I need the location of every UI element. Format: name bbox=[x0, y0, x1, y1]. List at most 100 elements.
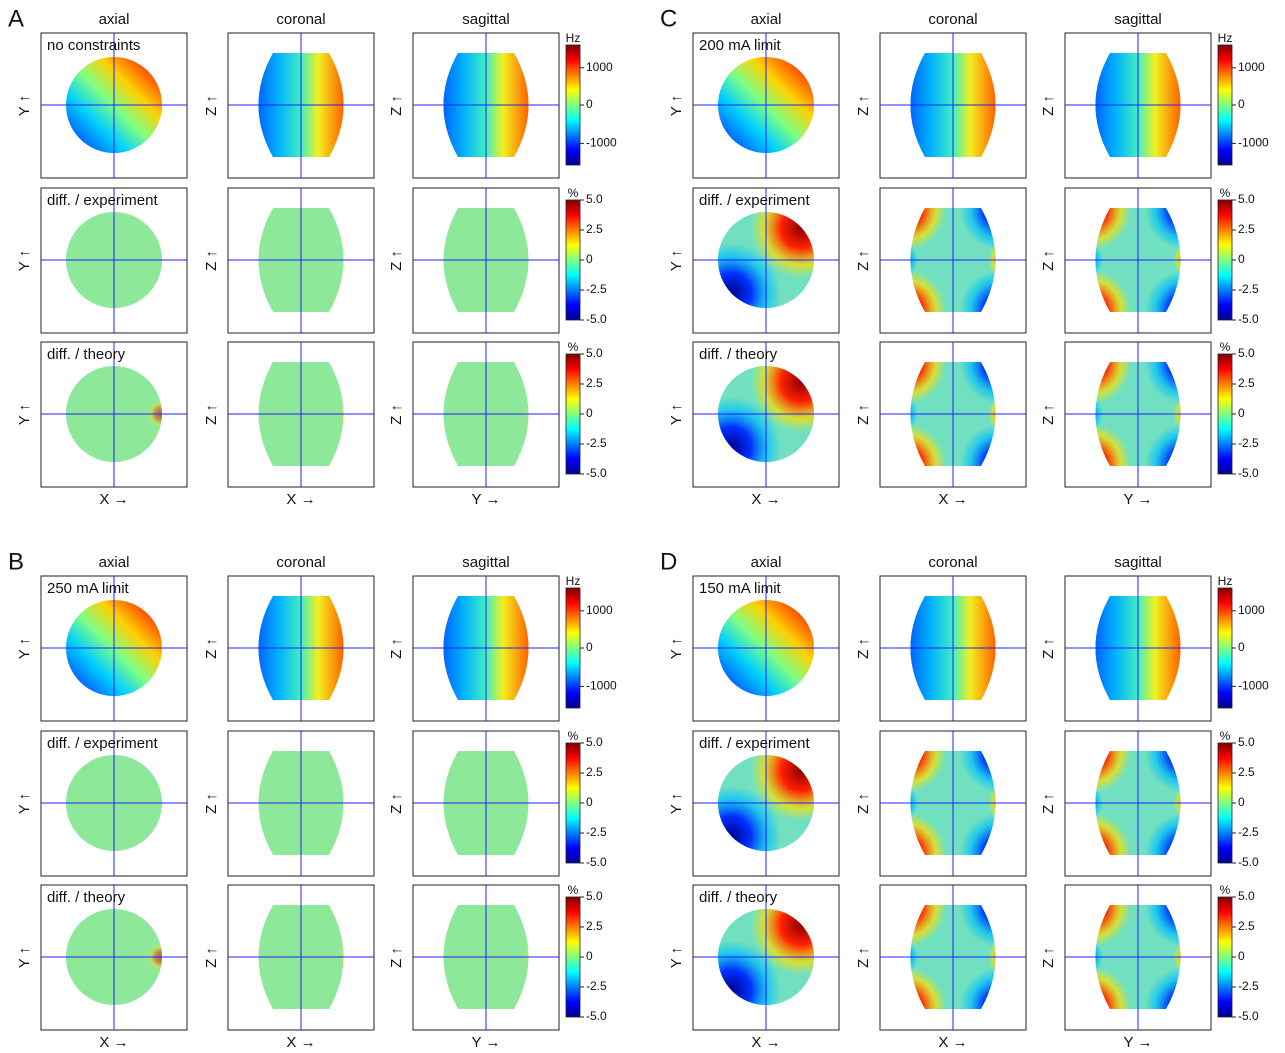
colorbar bbox=[566, 354, 580, 474]
colorbar-tick-label: 2.5 bbox=[1238, 222, 1255, 236]
image-panel: 250 mA limit bbox=[41, 576, 187, 721]
colorbar bbox=[1218, 743, 1232, 863]
y-axis-label: Z ↑ bbox=[855, 404, 872, 425]
colorbar-tick-label: -5.0 bbox=[1238, 855, 1259, 869]
colorbar-tick-label: 0 bbox=[1238, 406, 1245, 420]
colorbar-tick-label: -2.5 bbox=[1238, 979, 1259, 993]
colorbar-tick-label: 5.0 bbox=[1238, 735, 1255, 749]
y-axis-label: Z ↑ bbox=[388, 404, 405, 425]
colorbar-tick-label: 0 bbox=[586, 97, 593, 111]
y-axis-label: Z ↑ bbox=[1040, 404, 1057, 425]
image-panel bbox=[866, 713, 1040, 893]
y-axis-label: Z ↑ bbox=[203, 793, 220, 814]
y-axis-label: Z ↑ bbox=[855, 947, 872, 968]
colorbar-tick-label: -2.5 bbox=[586, 979, 607, 993]
image-label: no constraints bbox=[47, 37, 140, 54]
x-axis-label: Y → bbox=[472, 1034, 501, 1051]
panel-letter: D bbox=[660, 548, 677, 575]
image-panel bbox=[1065, 576, 1211, 721]
image-panel bbox=[228, 33, 374, 178]
image-panel: diff. / theory bbox=[41, 885, 187, 1030]
image-panel: 200 mA limit bbox=[693, 33, 839, 178]
colorbar bbox=[566, 743, 580, 863]
panel: BaxialX →coronalX →sagittalY →Y ↑250 mA … bbox=[8, 548, 617, 1051]
y-axis-label: Y ↑ bbox=[668, 250, 685, 271]
colorbar-tick-label: 2.5 bbox=[1238, 919, 1255, 933]
colorbar-tick-label: -1000 bbox=[586, 136, 617, 150]
image-panel bbox=[413, 731, 559, 876]
colorbar bbox=[566, 45, 580, 165]
image-label: diff. / experiment bbox=[699, 192, 810, 209]
y-axis-label: Z ↑ bbox=[1040, 793, 1057, 814]
colorbar-tick-label: 0 bbox=[586, 795, 593, 809]
y-axis-label: Y ↑ bbox=[668, 793, 685, 814]
y-axis-label: Y ↑ bbox=[16, 404, 33, 425]
column-header: sagittal bbox=[462, 11, 510, 28]
colorbar-tick-label: 1000 bbox=[586, 603, 613, 617]
column-header: axial bbox=[99, 554, 130, 571]
column-header: coronal bbox=[928, 11, 977, 28]
column-header: coronal bbox=[276, 554, 325, 571]
x-axis-label: X → bbox=[938, 1034, 967, 1051]
colorbar-tick-label: -5.0 bbox=[1238, 466, 1259, 480]
colorbar-tick-label: 0 bbox=[1238, 949, 1245, 963]
y-axis-label: Y ↑ bbox=[668, 947, 685, 968]
y-axis-label: Z ↑ bbox=[1040, 250, 1057, 271]
colorbar-tick-label: -5.0 bbox=[586, 312, 607, 326]
colorbar-tick-label: 5.0 bbox=[1238, 889, 1255, 903]
column-header: coronal bbox=[928, 554, 977, 571]
image-panel: diff. / theory bbox=[41, 342, 187, 487]
colorbar-tick-label: 5.0 bbox=[586, 192, 603, 206]
image-panel bbox=[1065, 33, 1211, 178]
colorbar-unit: % bbox=[1220, 186, 1231, 200]
image-panel bbox=[413, 576, 559, 721]
x-axis-label: X → bbox=[751, 491, 780, 508]
image-panel bbox=[228, 731, 374, 876]
image-panel: diff. / theory bbox=[681, 875, 851, 1040]
colorbar-tick-label: 5.0 bbox=[586, 346, 603, 360]
colorbar-tick-label: 0 bbox=[1238, 640, 1245, 654]
colorbar bbox=[1218, 354, 1232, 474]
y-axis-label: Z ↑ bbox=[388, 95, 405, 116]
colorbar-tick-label: 1000 bbox=[586, 60, 613, 74]
colorbar-tick-label: 2.5 bbox=[586, 376, 603, 390]
image-label: diff. / theory bbox=[47, 346, 126, 363]
colorbar-tick-label: 0 bbox=[586, 252, 593, 266]
colorbar-tick-label: -5.0 bbox=[586, 1009, 607, 1023]
colorbar-tick-label: -2.5 bbox=[586, 825, 607, 839]
image-panel bbox=[866, 867, 1040, 1047]
colorbar-unit: Hz bbox=[1218, 31, 1233, 45]
y-axis-label: Z ↑ bbox=[388, 638, 405, 659]
image-label: 150 mA limit bbox=[699, 580, 782, 597]
image-label: diff. / theory bbox=[47, 889, 126, 906]
image-label: diff. / theory bbox=[699, 346, 778, 363]
x-axis-label: Y → bbox=[1124, 1034, 1153, 1051]
y-axis-label: Z ↑ bbox=[203, 947, 220, 968]
colorbar-tick-label: 2.5 bbox=[586, 765, 603, 779]
image-panel: no constraints bbox=[41, 33, 187, 178]
colorbar bbox=[566, 897, 580, 1017]
y-axis-label: Z ↑ bbox=[388, 793, 405, 814]
image-panel bbox=[228, 576, 374, 721]
x-axis-label: X → bbox=[99, 1034, 128, 1051]
colorbar-tick-label: 5.0 bbox=[1238, 192, 1255, 206]
colorbar bbox=[1218, 200, 1232, 320]
colorbar-tick-label: -2.5 bbox=[586, 436, 607, 450]
image-panel bbox=[228, 885, 374, 1030]
panel: DaxialX →coronalX →sagittalY →Y ↑150 mA … bbox=[660, 548, 1269, 1051]
colorbar bbox=[566, 200, 580, 320]
x-axis-label: X → bbox=[938, 491, 967, 508]
colorbar-unit: % bbox=[568, 340, 579, 354]
colorbar-tick-label: -5.0 bbox=[1238, 312, 1259, 326]
colorbar-tick-label: 1000 bbox=[1238, 60, 1265, 74]
colorbar-tick-label: 2.5 bbox=[1238, 376, 1255, 390]
colorbar-tick-label: -5.0 bbox=[586, 466, 607, 480]
colorbar bbox=[1218, 588, 1232, 708]
x-axis-label: Y → bbox=[472, 491, 501, 508]
colorbar-tick-label: 0 bbox=[586, 640, 593, 654]
image-panel bbox=[880, 576, 1026, 721]
colorbar-tick-label: -2.5 bbox=[1238, 282, 1259, 296]
image-panel bbox=[880, 33, 1026, 178]
colorbar-unit: % bbox=[568, 729, 579, 743]
image-panel: diff. / theory bbox=[681, 332, 851, 497]
